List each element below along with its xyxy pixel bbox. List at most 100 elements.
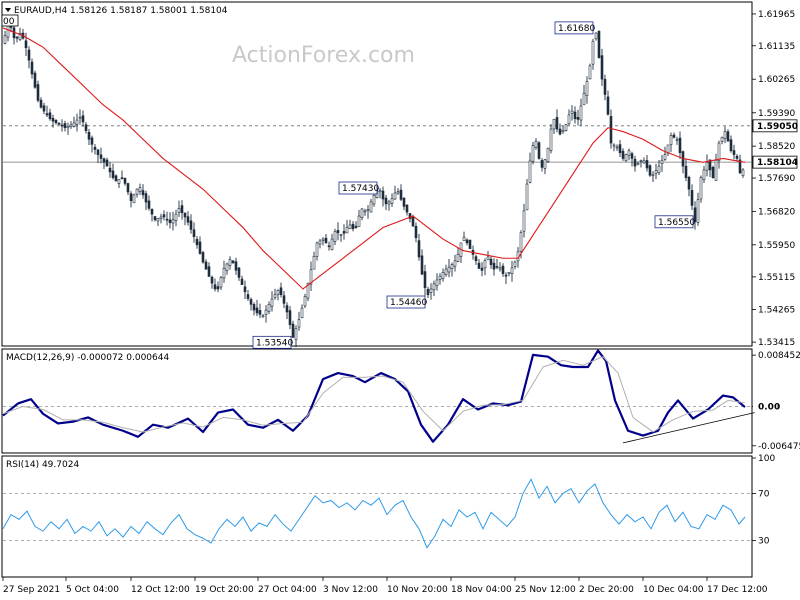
candle — [345, 219, 349, 234]
candle — [687, 175, 691, 197]
candle — [489, 256, 493, 269]
price-y-tick-label-8: 1.55115 — [758, 273, 795, 283]
dropdown-triangle-icon[interactable] — [5, 8, 11, 12]
candle-body — [42, 105, 46, 112]
candle-body — [216, 286, 220, 290]
candle — [3, 30, 7, 45]
candle — [324, 233, 328, 244]
candle — [561, 125, 565, 134]
candle — [627, 148, 631, 161]
candle-body — [198, 241, 202, 254]
candle-body — [48, 112, 52, 120]
candle-body — [372, 195, 376, 205]
candle-body — [645, 160, 649, 169]
candle — [726, 129, 730, 142]
candle — [594, 32, 598, 41]
candle — [297, 311, 301, 331]
candle-body — [570, 110, 574, 114]
candle — [279, 282, 283, 298]
candle — [387, 199, 391, 211]
candle-body — [543, 159, 547, 169]
candle — [228, 256, 232, 270]
candle-body — [54, 119, 58, 124]
candle — [600, 48, 604, 86]
price-badge-0 — [752, 119, 798, 133]
x-tick-label-3: 19 Oct 20:00 — [195, 585, 254, 595]
candle — [474, 254, 478, 265]
candle-body — [24, 40, 28, 49]
candle-body — [306, 282, 310, 299]
candle-body — [669, 135, 673, 145]
candle-body — [33, 72, 37, 88]
candle — [123, 177, 127, 186]
candle — [129, 191, 133, 208]
candle-body — [303, 296, 307, 307]
price-y-tick-label-2: 1.60265 — [758, 75, 795, 85]
candle — [282, 290, 286, 309]
candle — [657, 159, 661, 176]
candle — [168, 212, 172, 229]
candle-body — [36, 84, 40, 101]
candle-body — [678, 137, 682, 153]
candle-body — [714, 160, 718, 181]
candle — [210, 275, 214, 289]
candle — [177, 200, 181, 218]
candle-body — [9, 26, 13, 28]
candle — [225, 262, 229, 275]
candle-body — [597, 31, 601, 58]
candle-body — [270, 298, 274, 307]
candle-body — [393, 192, 397, 200]
candle — [108, 162, 112, 178]
candle — [264, 305, 268, 323]
candle-body — [183, 212, 187, 218]
candle — [42, 102, 46, 115]
macd-line — [2, 349, 746, 443]
candle-body — [648, 165, 652, 176]
candle — [447, 258, 451, 278]
candle-body — [600, 55, 604, 80]
candle-body — [159, 216, 163, 220]
candle — [75, 113, 79, 132]
candle-body — [684, 165, 688, 178]
candle-body — [177, 208, 181, 213]
candle-body — [705, 161, 709, 171]
candle-body — [465, 239, 469, 244]
candle — [63, 120, 67, 132]
candle — [609, 109, 613, 149]
candle-body — [384, 197, 388, 205]
candle — [156, 218, 160, 227]
price-panel — [1, 1, 753, 347]
candle — [249, 297, 253, 311]
candle — [510, 260, 514, 282]
rsi-y-tick-label-2: 30 — [758, 537, 770, 547]
candle — [408, 213, 412, 223]
candle — [531, 141, 535, 165]
macd-trendline — [622, 412, 756, 444]
candle-body — [321, 238, 325, 241]
candle-body — [153, 216, 157, 221]
candle — [741, 168, 745, 178]
candle-body — [75, 119, 79, 125]
candle — [342, 224, 346, 240]
candle-body — [249, 299, 253, 305]
candle-body — [738, 159, 742, 174]
candle-body — [228, 259, 232, 266]
candle — [153, 215, 157, 222]
x-tick-label-2: 12 Oct 12:00 — [131, 585, 190, 595]
candle-body — [174, 213, 178, 221]
candle — [636, 161, 640, 166]
candle — [39, 97, 43, 109]
candle-body — [444, 268, 448, 275]
candle-body — [702, 169, 706, 180]
candle — [315, 241, 319, 261]
candle-body — [81, 115, 85, 123]
candle — [300, 304, 304, 319]
candle — [165, 211, 169, 226]
candle-body — [555, 117, 559, 130]
candle-body — [87, 131, 91, 140]
candle-body — [528, 160, 532, 183]
candle-body — [78, 116, 82, 119]
candle-body — [636, 162, 640, 165]
candle — [663, 146, 667, 161]
candle-body — [15, 36, 19, 39]
